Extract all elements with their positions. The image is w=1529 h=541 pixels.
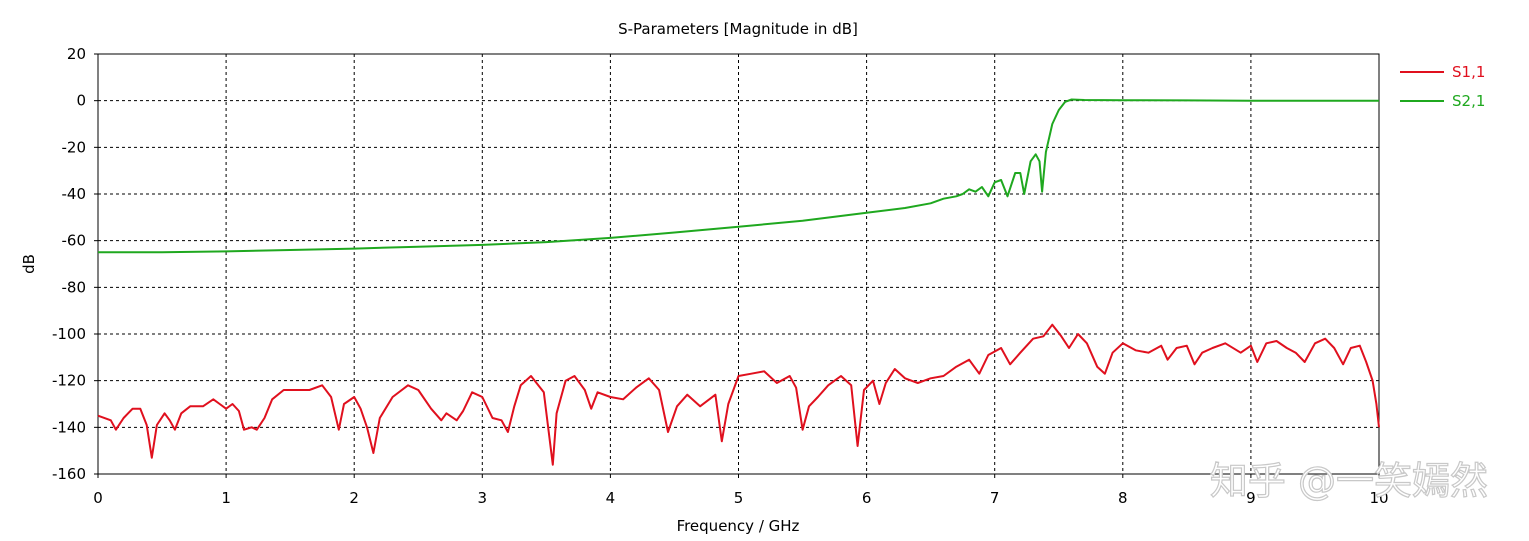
y-tick-label: -120 [52, 372, 86, 390]
y-tick-label: 20 [67, 45, 86, 63]
x-tick-label: 5 [734, 489, 744, 507]
y-tick-label: -80 [62, 278, 87, 296]
y-tick-label: -20 [62, 138, 87, 156]
legend: S1,1 S2,1 [1400, 63, 1485, 110]
x-tick-label: 4 [606, 489, 616, 507]
y-axis-label: dB [20, 254, 38, 274]
x-tick-label: 9 [1246, 489, 1256, 507]
x-tick-label: 8 [1118, 489, 1128, 507]
plot-area [97, 53, 1380, 475]
x-tick-label: 6 [862, 489, 872, 507]
x-tick-label: 2 [349, 489, 359, 507]
y-tick-label: 0 [76, 92, 86, 110]
x-tick-label: 3 [478, 489, 488, 507]
y-axis-ticks: 20 0 -20 -40 -60 -80 -100 -120 -140 -160 [52, 45, 98, 483]
x-tick-label: 10 [1369, 489, 1388, 507]
y-tick-label: -60 [62, 232, 87, 250]
y-tick-label: -40 [62, 185, 87, 203]
x-tick-label: 7 [990, 489, 1000, 507]
x-axis-ticks: 0 1 2 3 4 5 6 7 8 9 10 [93, 474, 1389, 507]
series-line-s1-1 [97, 323, 1380, 466]
x-axis-label: Frequency / GHz [677, 517, 800, 535]
x-tick-label: 0 [93, 489, 103, 507]
x-tick-label: 1 [221, 489, 231, 507]
chart-title: S-Parameters [Magnitude in dB] [618, 20, 858, 38]
legend-label: S2,1 [1452, 92, 1485, 110]
watermark: 知乎 @一笑嫣然 [1210, 459, 1488, 503]
series-line-s2-1 [98, 98, 1379, 254]
y-tick-label: -100 [52, 325, 86, 343]
y-tick-label: -160 [52, 465, 86, 483]
y-tick-label: -140 [52, 418, 86, 436]
legend-label: S1,1 [1452, 63, 1485, 81]
